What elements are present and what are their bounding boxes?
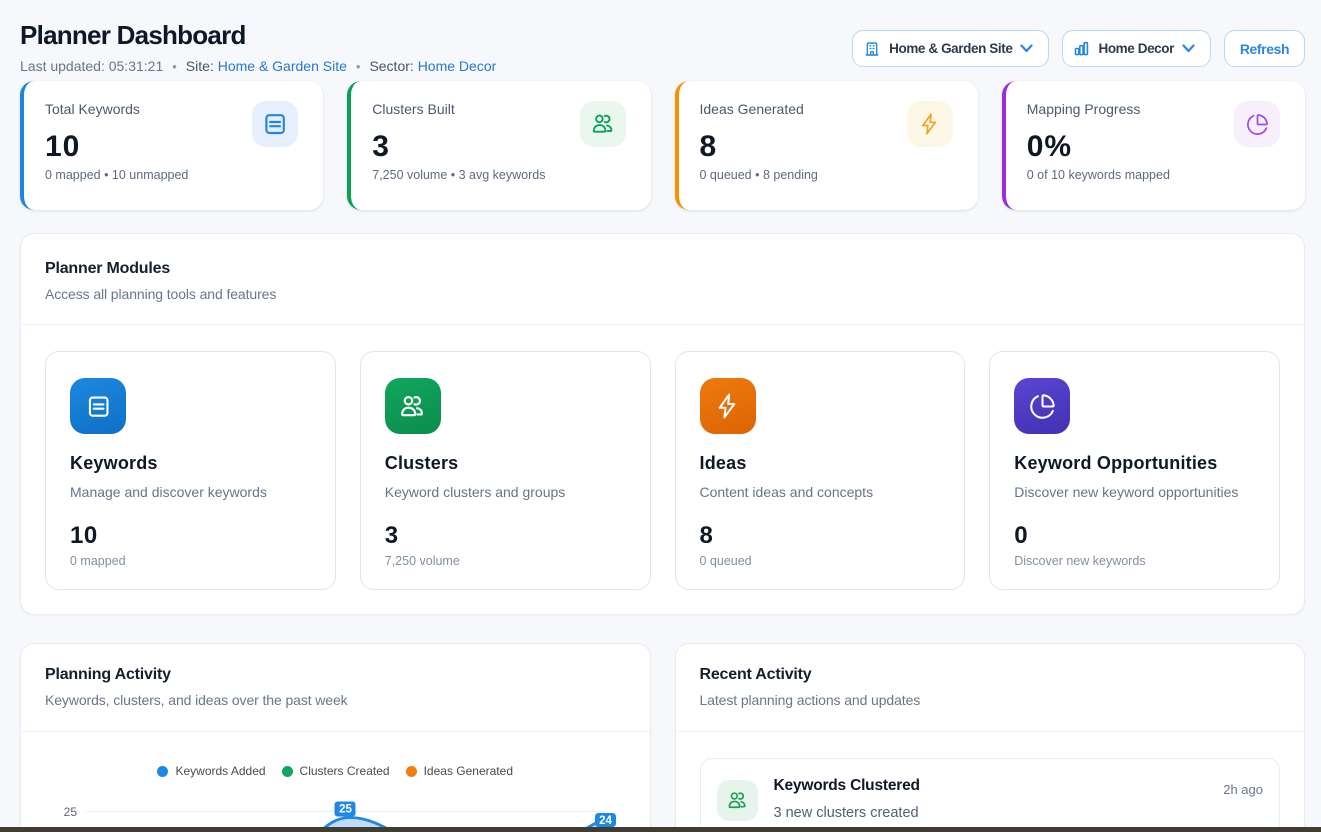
svg-text:25: 25 [339,804,352,816]
svg-text:24: 24 [599,815,612,827]
svg-text:25: 25 [64,805,78,819]
